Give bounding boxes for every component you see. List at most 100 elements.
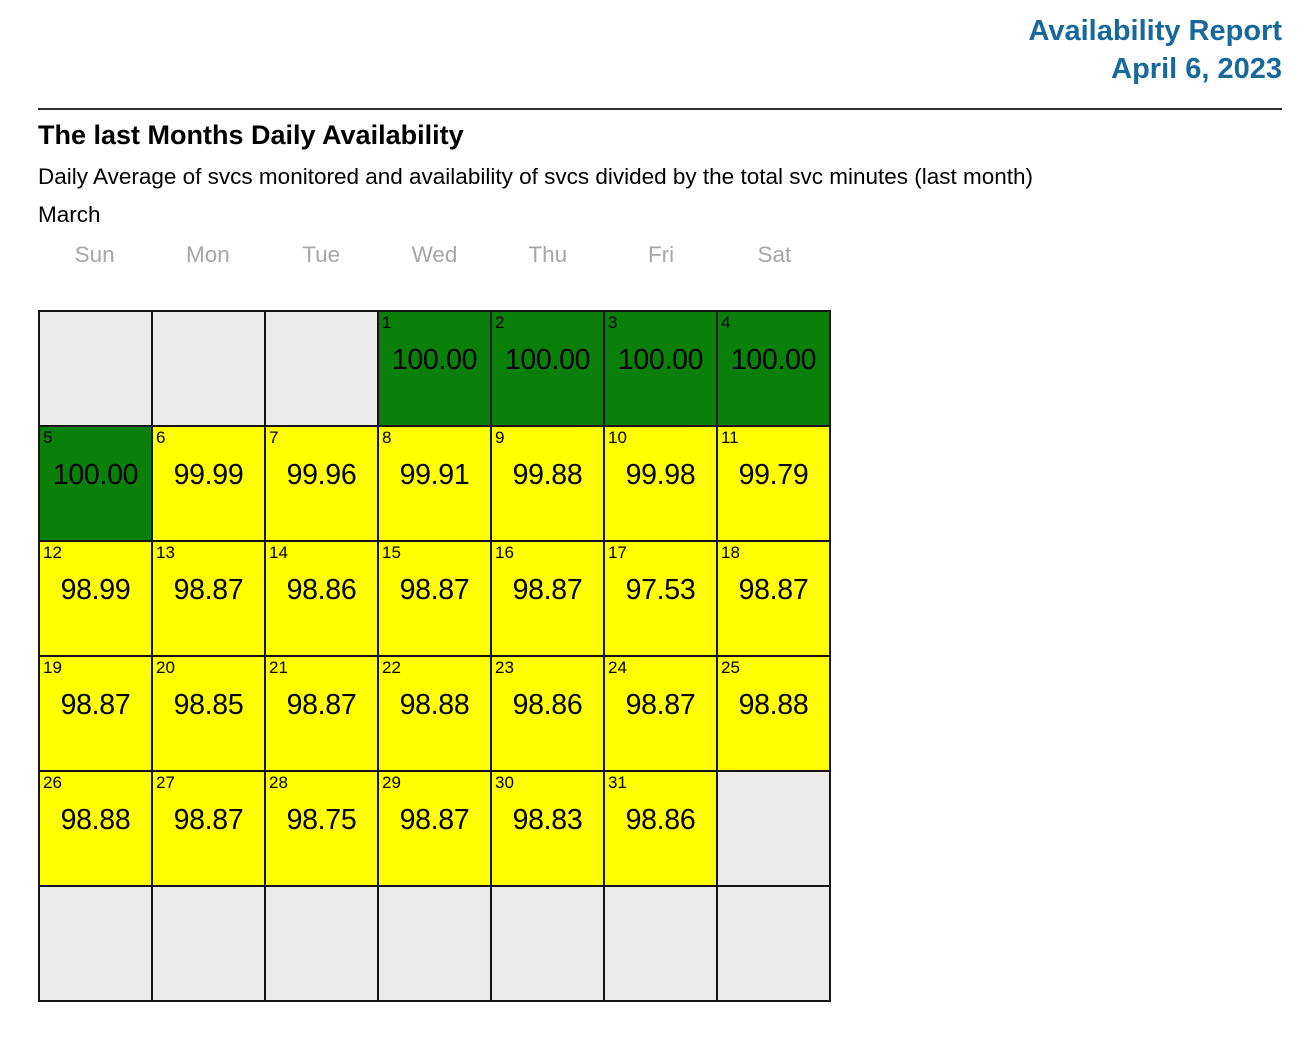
day-availability-value: 98.87: [399, 804, 470, 836]
day-availability-value: 99.79: [738, 459, 809, 491]
calendar-empty-cell: [490, 885, 605, 1002]
section-heading: The last Months Daily Availability: [38, 120, 464, 150]
day-availability-value: 98.87: [286, 689, 357, 721]
calendar-day-cell: 31 98.86: [603, 770, 718, 887]
day-availability-value: 98.87: [399, 574, 470, 606]
day-number: 21: [269, 658, 288, 677]
day-availability-value: 99.91: [399, 459, 470, 491]
day-availability-value: 97.53: [625, 574, 696, 606]
day-number: 9: [495, 428, 505, 447]
day-availability-value: 98.88: [60, 804, 131, 836]
day-number: 15: [382, 543, 401, 562]
calendar-empty-cell: [716, 885, 831, 1002]
day-number: 31: [608, 773, 627, 792]
day-availability-value: 98.85: [173, 689, 244, 721]
day-number: 3: [608, 313, 618, 332]
calendar-day-cell: 18 98.87: [716, 540, 831, 657]
day-availability-value: 98.83: [512, 804, 583, 836]
calendar-empty-cell: [151, 310, 266, 427]
calendar-day-cell: 13 98.87: [151, 540, 266, 657]
calendar-day-cell: 26 98.88: [38, 770, 153, 887]
calendar-week-row: 26 98.88 27 98.87 28 98.75 29 98.87 30 98.83 31 98.…: [38, 770, 831, 887]
calendar-day-cell: 4 100.00: [716, 310, 831, 427]
day-number: 25: [721, 658, 740, 677]
calendar-week-row: 5 100.00 6 99.99 7 99.96 8 99.91 9 99.88 10 99.98 11…: [38, 425, 831, 542]
day-availability-value: 99.88: [512, 459, 583, 491]
calendar-day-cell: 11 99.79: [716, 425, 831, 542]
calendar-body: 1 100.00 2 100.00 3 100.00 4 100.00 5 100.00 6 99.9…: [38, 310, 831, 1002]
weekday-label: Wed: [411, 242, 458, 267]
calendar-day-cell: 3 100.00: [603, 310, 718, 427]
calendar-day-cell: 23 98.86: [490, 655, 605, 772]
day-number: 14: [269, 543, 288, 562]
calendar-day-cell: 20 98.85: [151, 655, 266, 772]
day-availability-value: 98.75: [286, 804, 357, 836]
day-number: 29: [382, 773, 401, 792]
calendar-week-row: 12 98.99 13 98.87 14 98.86 15 98.87 16 98.87 17 97.…: [38, 540, 831, 657]
calendar-day-cell: 22 98.88: [377, 655, 492, 772]
calendar-week-row: 19 98.87 20 98.85 21 98.87 22 98.88 23 98.86 24 98.…: [38, 655, 831, 772]
day-availability-value: 100.00: [504, 344, 591, 376]
day-number: 20: [156, 658, 175, 677]
day-number: 4: [721, 313, 731, 332]
weekday-header-row: Sun Mon Tue Wed Thu Fri Sat: [38, 240, 831, 270]
calendar-day-cell: 15 98.87: [377, 540, 492, 657]
calendar-empty-cell: [38, 885, 153, 1002]
weekday-label: Sun: [74, 242, 115, 267]
day-availability-value: 98.86: [625, 804, 696, 836]
calendar-day-cell: 14 98.86: [264, 540, 379, 657]
day-number: 28: [269, 773, 288, 792]
day-availability-value: 98.86: [512, 689, 583, 721]
calendar-day-cell: 2 100.00: [490, 310, 605, 427]
day-availability-value: 98.87: [60, 689, 131, 721]
calendar-empty-cell: [377, 885, 492, 1002]
day-number: 10: [608, 428, 627, 447]
day-number: 30: [495, 773, 514, 792]
day-availability-value: 100.00: [52, 459, 139, 491]
calendar-empty-cell: [716, 770, 831, 887]
day-availability-value: 99.98: [625, 459, 696, 491]
report-title: Availability Report: [1028, 15, 1282, 47]
weekday-label: Sat: [757, 242, 792, 267]
day-availability-value: 99.99: [173, 459, 244, 491]
day-number: 18: [721, 543, 740, 562]
calendar-day-cell: 12 98.99: [38, 540, 153, 657]
calendar-day-cell: 10 99.98: [603, 425, 718, 542]
day-availability-value: 98.88: [738, 689, 809, 721]
day-availability-value: 100.00: [617, 344, 704, 376]
day-number: 6: [156, 428, 166, 447]
report-header: Availability Report April 6, 2023: [0, 0, 1312, 88]
availability-calendar: 1 100.00 2 100.00 3 100.00 4 100.00 5 100.00 6 99.9…: [38, 310, 831, 1002]
day-number: 19: [43, 658, 62, 677]
calendar-empty-cell: [603, 885, 718, 1002]
calendar-day-cell: 1 100.00: [377, 310, 492, 427]
calendar-day-cell: 24 98.87: [603, 655, 718, 772]
calendar-empty-cell: [151, 885, 266, 1002]
day-availability-value: 98.87: [173, 574, 244, 606]
weekday-label: Tue: [302, 242, 341, 267]
day-availability-value: 100.00: [730, 344, 817, 376]
day-number: 22: [382, 658, 401, 677]
calendar-day-cell: 16 98.87: [490, 540, 605, 657]
day-number: 26: [43, 773, 62, 792]
day-availability-value: 99.96: [286, 459, 357, 491]
day-availability-value: 98.87: [625, 689, 696, 721]
calendar-day-cell: 19 98.87: [38, 655, 153, 772]
month-label: March: [38, 202, 101, 227]
day-number: 8: [382, 428, 392, 447]
day-number: 13: [156, 543, 175, 562]
weekday-label: Thu: [528, 242, 568, 267]
day-number: 27: [156, 773, 175, 792]
calendar-day-cell: 30 98.83: [490, 770, 605, 887]
calendar-empty-cell: [38, 310, 153, 427]
day-number: 2: [495, 313, 505, 332]
calendar-empty-cell: [264, 310, 379, 427]
day-number: 23: [495, 658, 514, 677]
section-description: Daily Average of svcs monitored and avai…: [38, 164, 1034, 189]
report-date: April 6, 2023: [1111, 53, 1282, 85]
day-number: 24: [608, 658, 627, 677]
day-number: 16: [495, 543, 514, 562]
header-divider: [38, 108, 1282, 110]
calendar-day-cell: 27 98.87: [151, 770, 266, 887]
